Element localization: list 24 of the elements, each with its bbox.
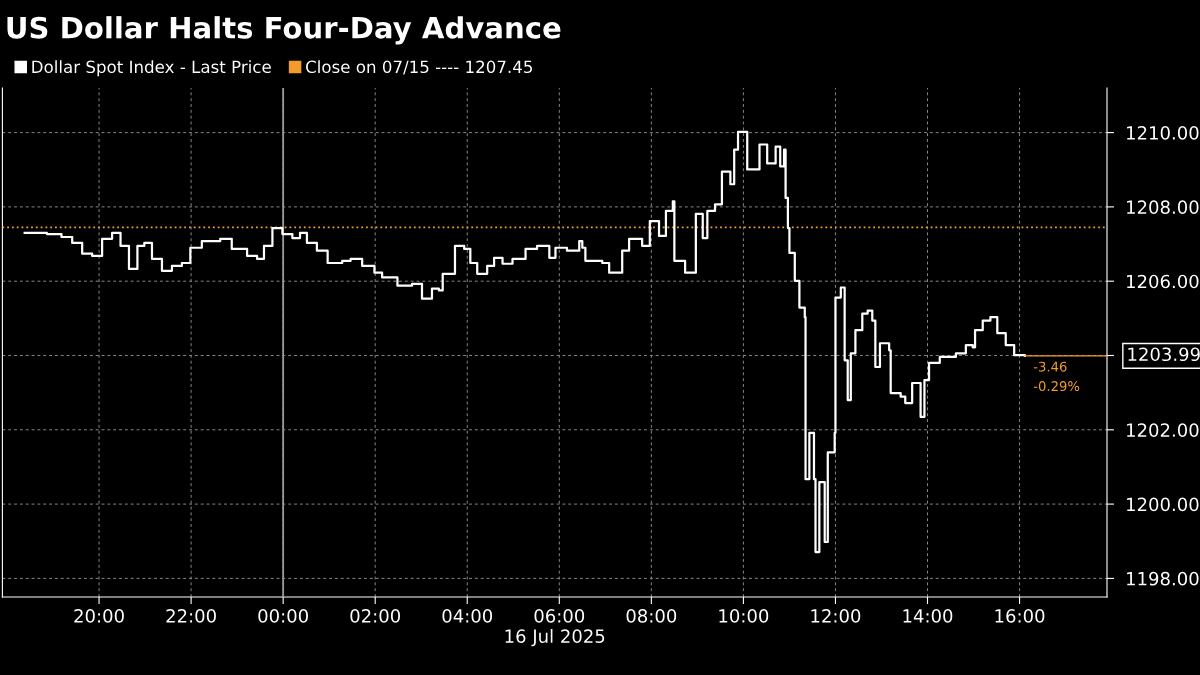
y-tick-label: 1200.00 <box>1127 497 1199 512</box>
x-tick-label: 04:00 <box>442 609 493 623</box>
y-tick-label: 1202.00 <box>1127 423 1199 437</box>
y-tick-label: 1198.00 <box>1127 571 1199 586</box>
x-tick-label: 16:00 <box>995 609 1045 623</box>
x-tick-label: 10:00 <box>719 609 769 623</box>
x-tick-label: 06:00 <box>534 609 585 623</box>
x-tick-label: 20:00 <box>74 609 124 623</box>
chart-title: US Dollar Halts Four-Day Advance <box>7 16 561 45</box>
y-tick-label: 1208.00 <box>1127 200 1199 215</box>
legend-label: Dollar Spot Index - Last Price <box>32 60 271 77</box>
x-tick-label: 00:00 <box>258 609 308 623</box>
legend-label: Close on 07/15 ---- 1207.45 <box>306 60 532 75</box>
y-tick-label: 1206.00 <box>1127 274 1199 289</box>
x-tick-label: 14:00 <box>903 609 953 623</box>
annotation: -3.46 <box>1033 361 1067 372</box>
x-tick-label: 22:00 <box>166 609 216 623</box>
annotation: 1203.99 <box>1128 347 1200 362</box>
annotation: -0.29% <box>1033 381 1080 392</box>
x-tick-label: 02:00 <box>350 609 401 623</box>
y-tick-label: 1210.00 <box>1127 126 1199 140</box>
x-tick-label: 12:00 <box>811 609 861 623</box>
x-axis-title: 16 Jul 2025 <box>505 629 605 647</box>
x-tick-label: 08:00 <box>626 609 677 623</box>
